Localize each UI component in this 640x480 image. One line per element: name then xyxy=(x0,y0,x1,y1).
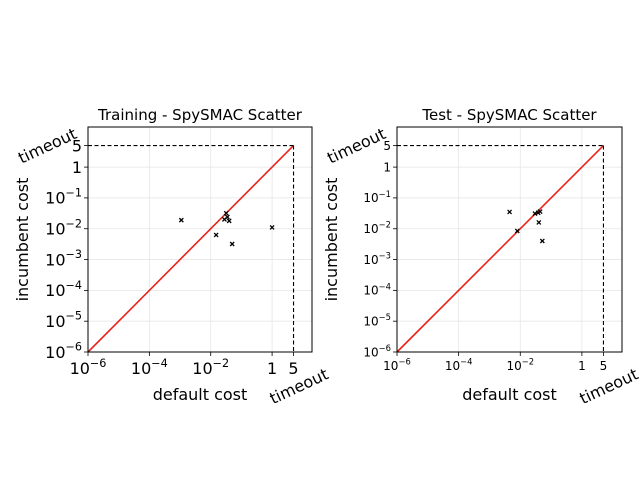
x-axis-label: default cost xyxy=(153,385,248,404)
timeout-label-y: timeout xyxy=(324,124,389,168)
chart-panel-2: 10−6 10−4 10−2 1 510−610−510−410−310−210−115… xyxy=(322,106,640,408)
y-tick-label: 10−5 xyxy=(45,310,82,331)
y-tick-label: 10−3 xyxy=(363,250,391,266)
x-tick-label: 1 xyxy=(267,359,277,378)
diagonal-line xyxy=(87,144,295,353)
chart-title: Training - SpySMAC Scatter xyxy=(97,106,303,124)
y-tick-label: 10−2 xyxy=(363,220,391,236)
data-point xyxy=(213,232,219,238)
y-tick-label: 5 xyxy=(383,139,391,153)
x-tick-label: 10−2 xyxy=(506,357,534,373)
chart-title: Test - SpySMAC Scatter xyxy=(421,106,597,124)
data-point xyxy=(507,209,513,215)
x-tick-label: 10−4 xyxy=(131,357,168,378)
data-point xyxy=(536,219,542,225)
data-point xyxy=(269,224,275,230)
data-point xyxy=(537,209,543,215)
y-tick-label: 10−4 xyxy=(45,279,82,300)
timeout-label-x: timeout xyxy=(577,364,640,408)
x-tick-label: 10−4 xyxy=(445,357,473,373)
x-tick-label: 10−6 xyxy=(383,357,411,373)
timeout-label-y: timeout xyxy=(15,124,80,168)
data-point xyxy=(226,218,232,224)
data-point xyxy=(178,217,184,223)
chart-panel-1: 10−6 10−4 10−2 1 510−610−510−410−310−210−115… xyxy=(13,106,331,408)
y-tick-label: 5 xyxy=(72,136,82,155)
x-tick-label: 10−6 xyxy=(70,357,107,378)
axes-frame xyxy=(87,126,313,353)
x-tick-label: 1 xyxy=(578,359,586,373)
y-axis-label: incumbent cost xyxy=(322,178,341,302)
y-tick-label: 10−6 xyxy=(363,343,391,359)
data-point xyxy=(224,214,230,220)
y-tick-label: 10−2 xyxy=(45,217,82,238)
y-tick-label: 10−6 xyxy=(45,341,82,362)
y-tick-label: 10−5 xyxy=(363,312,391,328)
data-point xyxy=(223,210,229,216)
data-point xyxy=(539,238,545,244)
y-tick-label: 10−3 xyxy=(45,248,82,269)
diagonal-line xyxy=(396,144,605,353)
x-tick-label: 5 xyxy=(288,359,298,378)
data-point xyxy=(532,211,538,217)
y-axis-label: incumbent cost xyxy=(13,178,32,302)
y-tick-label: 10−1 xyxy=(45,186,82,207)
data-point xyxy=(514,228,520,234)
y-tick-label: 10−4 xyxy=(363,281,391,297)
axes-frame xyxy=(396,126,623,353)
x-tick-label: 10−2 xyxy=(192,357,229,378)
x-axis-label: default cost xyxy=(462,385,557,404)
y-tick-label: 1 xyxy=(72,158,82,177)
y-tick-label: 1 xyxy=(383,160,391,174)
x-tick-label: 5 xyxy=(600,359,608,373)
data-point xyxy=(229,241,235,247)
y-tick-label: 10−1 xyxy=(363,189,391,205)
